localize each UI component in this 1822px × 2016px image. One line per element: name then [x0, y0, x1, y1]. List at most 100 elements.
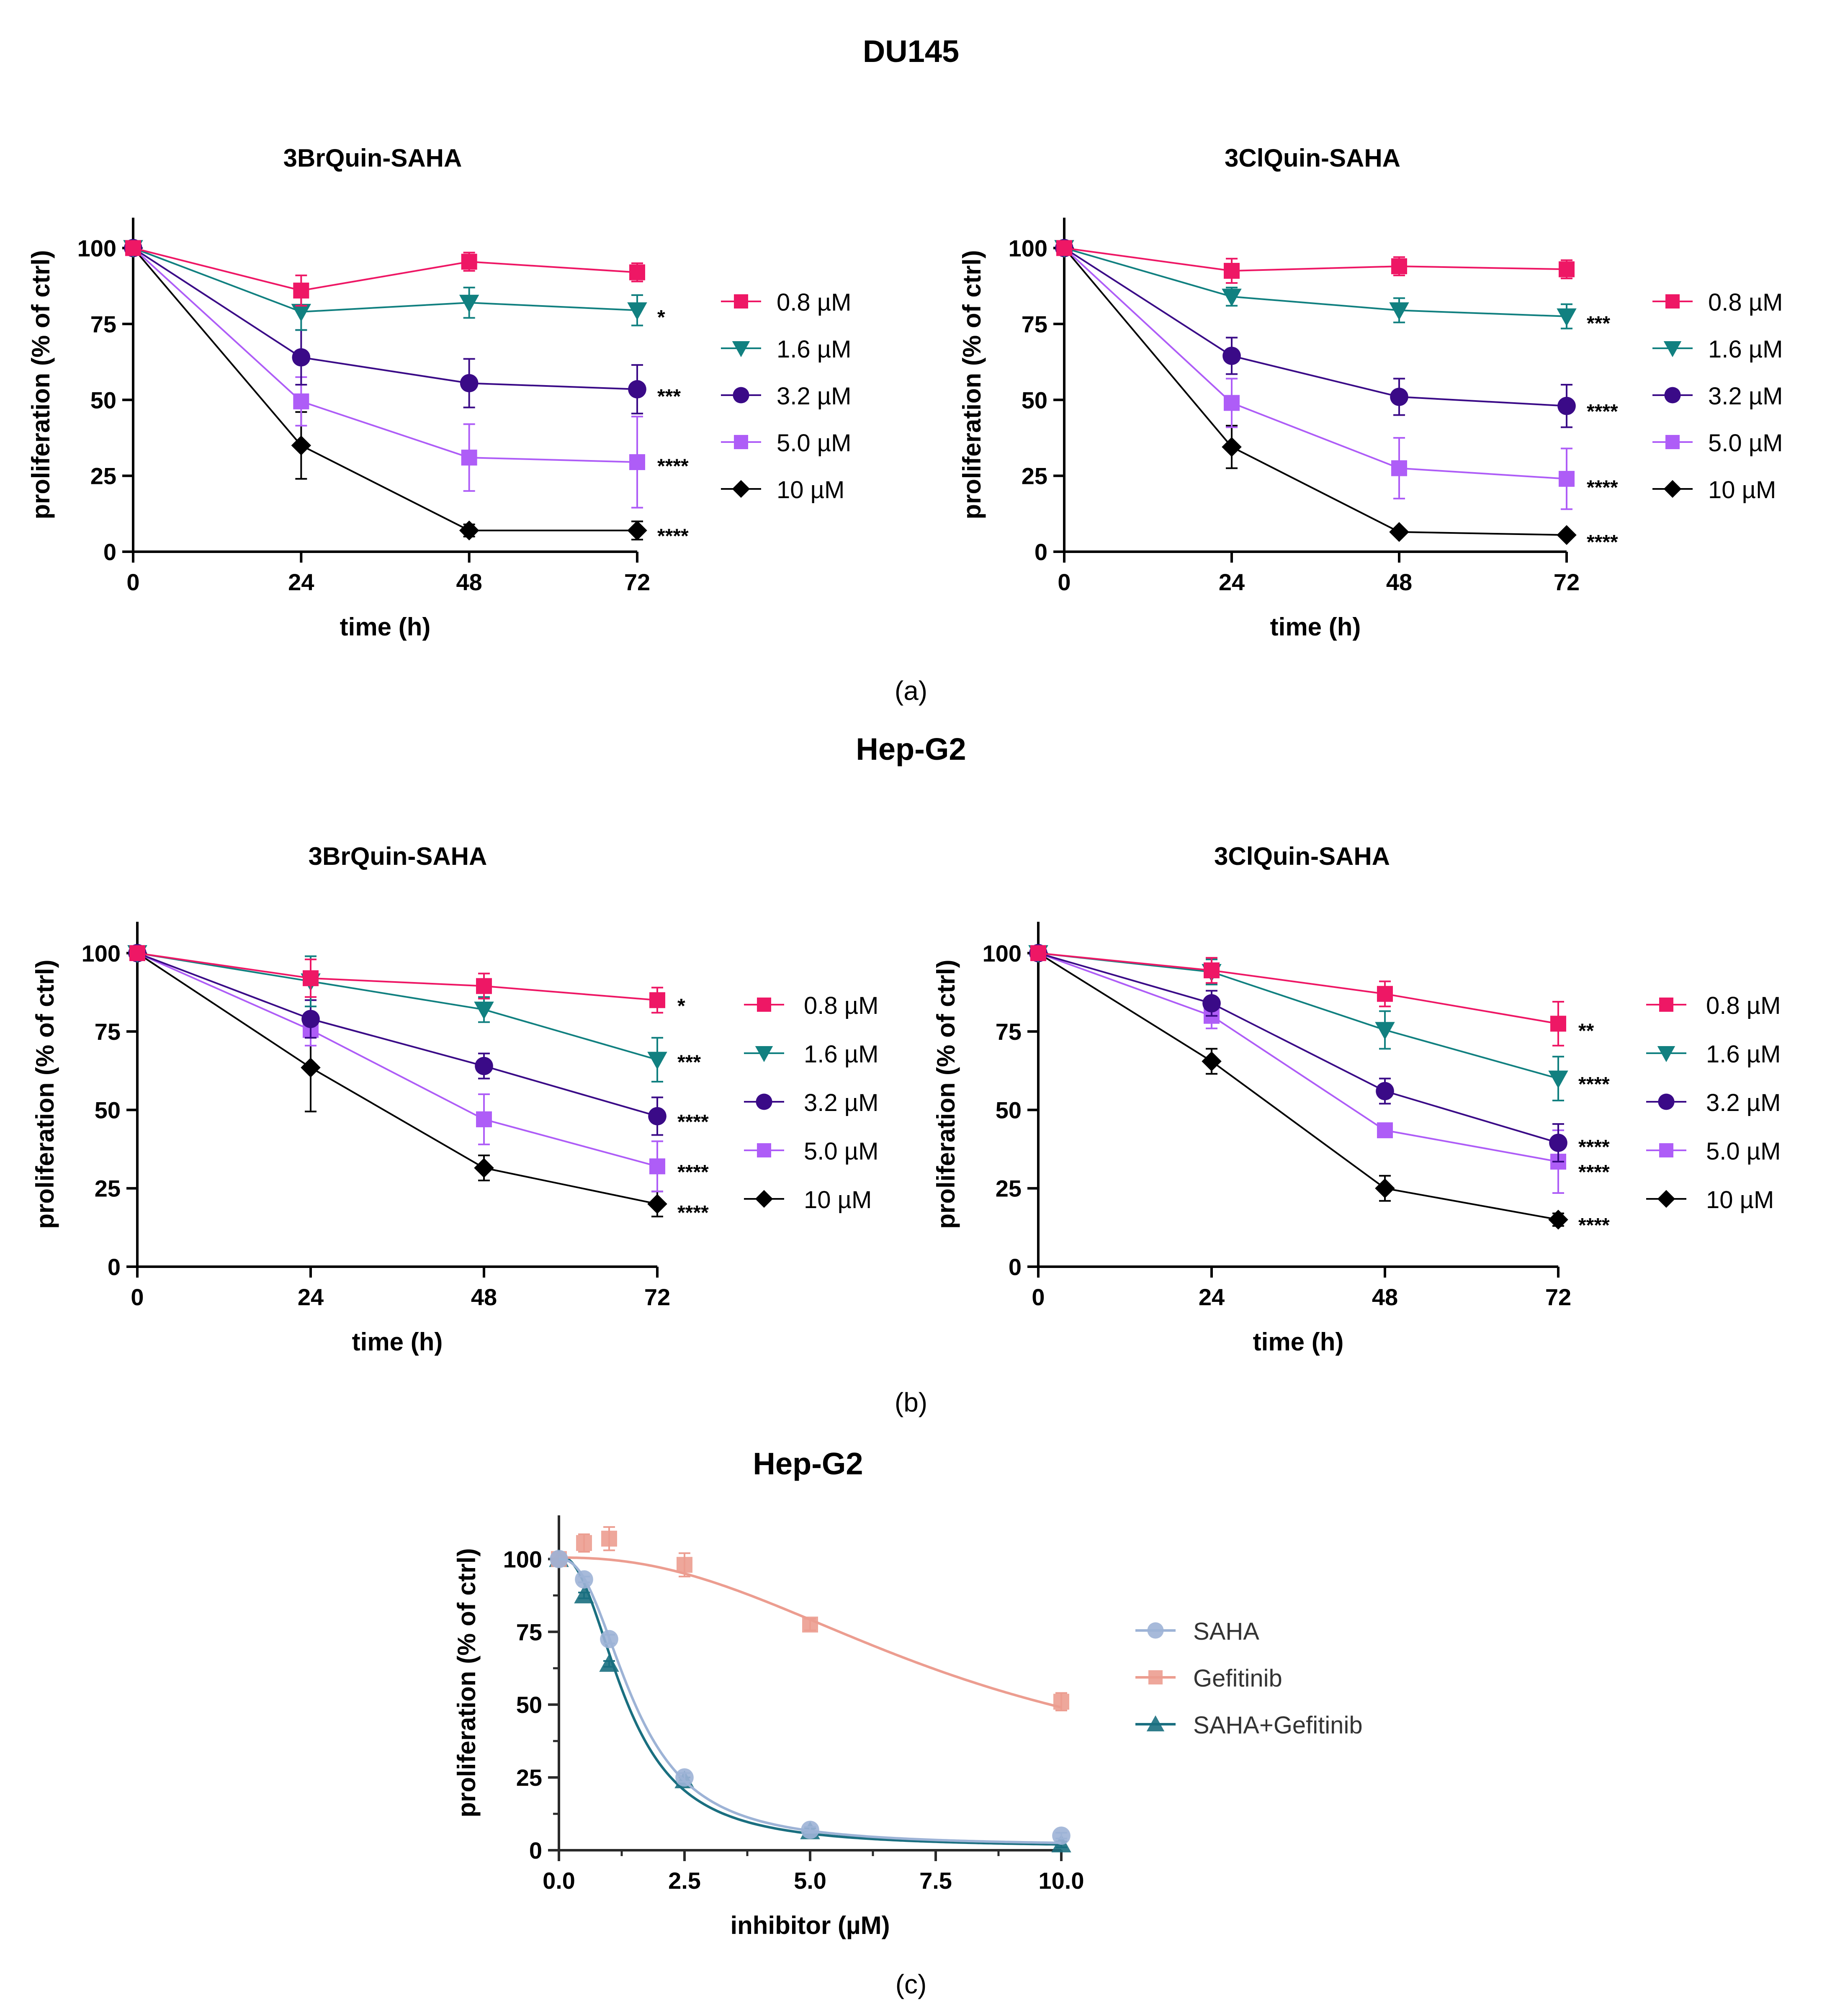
legend-label: 10 µM: [777, 476, 844, 504]
data-point: [1377, 1122, 1393, 1139]
data-point: [601, 1530, 617, 1547]
y-tick-label: 50: [95, 1097, 121, 1123]
x-tick-label: 48: [1372, 1284, 1398, 1310]
data-point: [460, 374, 479, 393]
y-tick-label: 75: [95, 1018, 121, 1045]
chart-title: 3BrQuin-SAHA: [283, 144, 462, 172]
data-point: [291, 435, 311, 455]
data-point: [475, 1057, 493, 1075]
legend: SAHA Gefitinib SAHA+Gefitinib: [1135, 1618, 1363, 1739]
legend-marker: [1665, 294, 1680, 309]
data-point: [649, 1158, 665, 1175]
data-point: [600, 1630, 618, 1648]
series-line: [132, 247, 638, 463]
series-line: [137, 952, 658, 1167]
legend-item: 10 µM: [1646, 1186, 1774, 1214]
charts-layer: 3BrQuin-SAHA 0 25 50 75 100 0 24 48 72 time (h) pro…: [27, 144, 1783, 1939]
caption-b: (b): [895, 1387, 927, 1417]
x-tick-label: 24: [1219, 569, 1245, 595]
legend-label: 3.2 µM: [804, 1089, 878, 1116]
x-tick-label: 0.0: [543, 1867, 575, 1894]
x-axis-label: inhibitor (µM): [730, 1911, 890, 1939]
series-line: [136, 952, 658, 1205]
y-axis-label: proliferation (% of ctrl): [453, 1548, 481, 1817]
significance-label: ****: [677, 1202, 709, 1224]
data-point: [1557, 396, 1576, 415]
data-point: [801, 1821, 819, 1839]
series-line: [1038, 952, 1559, 1163]
y-tick-label: 50: [516, 1692, 542, 1718]
x-tick-label: 0: [1032, 1284, 1045, 1310]
legend: 0.8 µM 1.6 µM 3.2 µM 5.0 µM 10 µM: [1646, 992, 1781, 1214]
data-point: [303, 970, 319, 986]
series-0-8-m: [1056, 240, 1575, 284]
legend-marker: [1657, 1190, 1675, 1208]
legend-item: 3.2 µM: [721, 383, 851, 410]
data-point: [1557, 308, 1577, 327]
legend-label: 5.0 µM: [777, 429, 851, 457]
y-tick-label: 0: [529, 1837, 542, 1864]
data-point: [1549, 1134, 1567, 1152]
legend-marker: [755, 1046, 773, 1062]
legend-marker: [1659, 998, 1673, 1012]
data-point: [301, 1010, 320, 1029]
legend-label: 3.2 µM: [1706, 1089, 1781, 1116]
data-point: [292, 348, 311, 367]
legend-item: 0.8 µM: [744, 992, 878, 1019]
data-point: [474, 1158, 494, 1178]
x-tick-label: 72: [1554, 569, 1580, 595]
data-point: [1202, 1051, 1222, 1072]
legend: 0.8 µM 1.6 µM 3.2 µM 5.0 µM 10 µM: [1652, 289, 1783, 504]
data-point: [291, 303, 311, 322]
x-axis-label: time (h): [340, 613, 431, 641]
y-tick-label: 50: [996, 1097, 1022, 1123]
data-point: [1391, 258, 1407, 275]
chart-title: 3ClQuin-SAHA: [1214, 842, 1390, 870]
legend-item: 3.2 µM: [744, 1089, 878, 1116]
y-tick-label: 0: [103, 539, 116, 565]
legend-label: 0.8 µM: [1706, 992, 1781, 1019]
data-point: [1224, 262, 1240, 279]
chart-c: 0 25 50 75 100 0.0 2.5 5.0 7.5 10.0 inhibitor (µM)…: [453, 1515, 1363, 1939]
x-tick-label: 10.0: [1039, 1867, 1084, 1894]
series-1-6-m: ***: [1054, 240, 1610, 335]
legend-marker: [733, 387, 749, 404]
legend-label: Gefitinib: [1193, 1665, 1282, 1692]
x-tick-label: 48: [1386, 569, 1412, 595]
data-point: [1391, 460, 1407, 476]
data-point: [1202, 994, 1221, 1013]
legend-label: SAHA+Gefitinib: [1193, 1712, 1363, 1739]
legend-item: SAHA+Gefitinib: [1135, 1712, 1363, 1739]
legend-label: 0.8 µM: [1708, 289, 1783, 316]
series-line: [1063, 247, 1567, 536]
x-tick-label: 48: [471, 1284, 497, 1310]
data-point: [628, 380, 646, 399]
data-point: [459, 520, 479, 540]
significance-label: ****: [677, 1161, 709, 1183]
legend-item: 1.6 µM: [744, 1041, 878, 1068]
series-line: [1038, 952, 1559, 1080]
y-axis-label: proliferation (% of ctrl): [31, 959, 59, 1229]
legend-label: 3.2 µM: [1708, 383, 1783, 410]
legend: 0.8 µM 1.6 µM 3.2 µM 5.0 µM 10 µM: [721, 289, 851, 504]
significance-label: ****: [1587, 531, 1618, 553]
legend-marker: [757, 998, 771, 1012]
series-line: [137, 952, 658, 1117]
significance-label: ****: [1587, 476, 1618, 499]
legend-marker: [1659, 1143, 1673, 1157]
data-point: [647, 1052, 667, 1070]
data-point: [1550, 1016, 1566, 1032]
legend-label: 0.8 µM: [777, 289, 851, 316]
x-tick-label: 72: [1545, 1284, 1571, 1310]
series-gefitinib: [551, 1526, 1069, 1712]
series-line: [132, 247, 637, 532]
significance-label: **: [1578, 1020, 1594, 1042]
series-line: [132, 247, 638, 390]
caption-a: (a): [895, 676, 927, 706]
y-tick-label: 50: [1022, 387, 1047, 413]
data-point: [1548, 1070, 1568, 1089]
y-tick-label: 25: [516, 1764, 542, 1791]
legend-item: 10 µM: [744, 1186, 872, 1214]
legend-item: 10 µM: [1652, 476, 1776, 504]
data-point: [1204, 962, 1220, 979]
